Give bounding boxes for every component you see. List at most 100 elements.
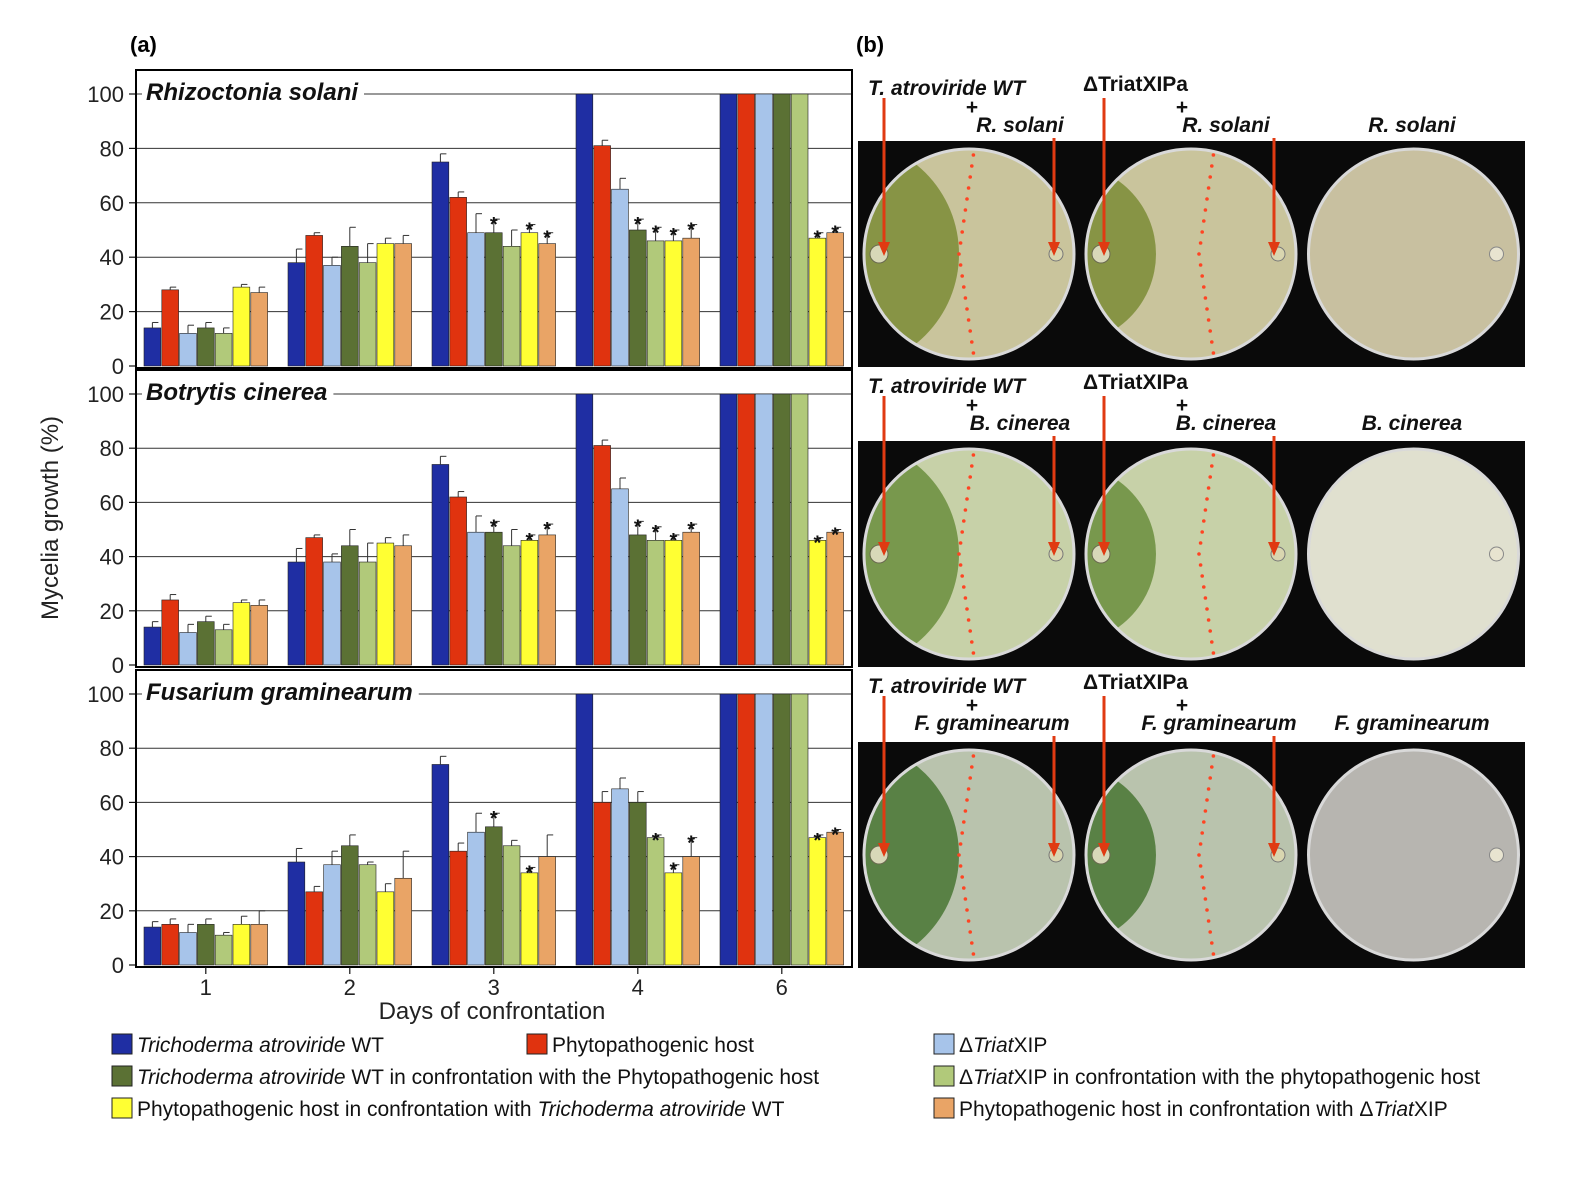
significance-star: * <box>814 830 822 852</box>
bar-wt_conf-day-2 <box>341 545 359 666</box>
legend-label-part: WT <box>746 1098 785 1121</box>
legend-label-part: XIP <box>1414 1098 1448 1121</box>
front-marker <box>1208 475 1212 479</box>
bar-ko_conf-day-1 <box>214 333 233 367</box>
legend-label-part: WT in confrontation with the Phytopathog… <box>346 1066 820 1089</box>
bar-wt_conf-day-1 <box>197 327 215 367</box>
front-marker <box>968 776 972 780</box>
bar-ko_conf-day-6 <box>790 93 809 367</box>
plate-label-mutant: ΔTriatXIPa <box>1083 671 1188 694</box>
bar-ko-day-4 <box>611 488 629 666</box>
bar-ko_conf-day-2 <box>358 864 377 966</box>
plus-sign: + <box>966 394 978 417</box>
legend-label-part: Trichoderma atroviride <box>137 1034 346 1057</box>
legend-label-part: Phytopathogenic host in confrontation wi… <box>137 1098 537 1121</box>
front-marker <box>960 574 964 578</box>
bar-host_vs_wt-day-6 <box>808 837 827 966</box>
bar-wt_conf-day-4 <box>629 229 647 367</box>
bar-ko_conf-day-3 <box>502 545 521 666</box>
bar-host_vs_wt-day-1 <box>232 602 251 666</box>
bar-host_vs_ko-day-2 <box>394 545 412 666</box>
front-marker <box>1200 875 1204 879</box>
y-tick-label: 80 <box>100 736 124 761</box>
front-marker <box>1208 930 1212 934</box>
bar-ko-day-2 <box>323 864 341 966</box>
significance-star: * <box>634 516 642 538</box>
arrow-head <box>878 542 890 556</box>
significance-star: * <box>543 519 551 541</box>
bar-ko-day-6 <box>755 393 773 666</box>
plate-label-host: B. cinerea <box>970 412 1071 435</box>
bar-ko-day-3 <box>467 232 485 367</box>
front-marker <box>1210 464 1214 468</box>
arrow-head <box>878 843 890 857</box>
control-plate <box>1308 149 1519 359</box>
bar-ko-day-4 <box>611 188 629 367</box>
front-marker <box>1202 585 1206 589</box>
legend-label-part: Δ <box>959 1034 973 1057</box>
front-marker <box>1198 541 1203 545</box>
plus-sign: + <box>1176 394 1188 417</box>
bar-host_vs_ko-day-3 <box>538 243 556 367</box>
panel-label-b: (b) <box>856 32 884 57</box>
bar-ko_conf-day-1 <box>214 934 233 966</box>
bar-ko_conf-day-3 <box>502 845 521 966</box>
legend-swatch <box>933 1097 955 1119</box>
bar-wt_conf-day-2 <box>341 246 359 367</box>
bar-ko_conf-day-2 <box>358 561 377 666</box>
bar-host_vs_wt-day-4 <box>664 240 683 367</box>
chart-panel-1: 0 20 40 60 80 100 Rhizoctonia solani * * * * * * * * * <box>87 69 853 379</box>
y-tick-label: 60 <box>100 790 124 815</box>
x-tick-label: 6 <box>776 975 788 1000</box>
legend-label: ΔTriatXIP <box>959 1034 1047 1057</box>
chart-title: Fusarium graminearum <box>146 679 413 706</box>
y-tick-label: 0 <box>112 354 124 379</box>
front-marker <box>971 952 976 956</box>
front-marker <box>1203 208 1208 212</box>
front-marker <box>966 318 971 322</box>
significance-star: * <box>814 533 822 555</box>
chart-panel-3: 0 20 40 60 80 100 Fusarium graminearum * * * * * * * <box>87 669 853 978</box>
front-marker <box>1211 153 1216 157</box>
front-marker <box>1200 274 1204 278</box>
front-marker <box>1203 596 1208 600</box>
x-tick-label: 3 <box>488 975 500 1000</box>
significance-star: * <box>831 825 839 847</box>
arrow-head <box>1048 843 1060 857</box>
front-marker <box>1202 820 1206 824</box>
front-marker <box>971 351 976 355</box>
chart-title: Rhizoctonia solani <box>146 79 359 106</box>
legend-item-ko: ΔTriatXIP <box>933 1033 1047 1057</box>
bar-wt-day-3 <box>431 161 450 367</box>
significance-star: * <box>687 519 695 541</box>
bar-host-day-2 <box>305 235 323 367</box>
trichoderma-colony <box>864 149 959 359</box>
control-plate <box>1308 750 1519 960</box>
panel-label-a: (a) <box>130 32 157 57</box>
significance-star: * <box>490 214 498 236</box>
bar-host-day-6 <box>737 393 755 666</box>
x-axis-label: Days of confrontation <box>379 998 606 1025</box>
bar-wt-day-1 <box>143 926 162 966</box>
front-marker <box>958 541 963 545</box>
significance-star: * <box>670 225 678 247</box>
bar-host_vs_wt-day-4 <box>664 872 683 966</box>
front-marker <box>971 754 976 758</box>
legend-label-part: Triat <box>1373 1098 1415 1121</box>
bar-host_vs_ko-day-6 <box>826 831 844 966</box>
bar-wt_conf-day-1 <box>197 621 215 666</box>
plate-medium <box>1308 750 1519 960</box>
x-tick-label: 2 <box>344 975 356 1000</box>
arrow-head <box>1098 843 1110 857</box>
plot-frame <box>135 69 853 369</box>
x-tick-label: 1 <box>200 975 212 1000</box>
front-marker <box>1211 952 1216 956</box>
plate-label-mutant: ΔTriatXIPa <box>1083 73 1188 96</box>
bar-host-day-6 <box>737 93 755 367</box>
bar-host_vs_ko-day-1 <box>250 292 268 367</box>
arrow-head <box>1098 542 1110 556</box>
legend-label: Trichoderma atroviride WT in confrontati… <box>137 1066 819 1089</box>
legend-label-part: Triat <box>973 1034 1015 1057</box>
